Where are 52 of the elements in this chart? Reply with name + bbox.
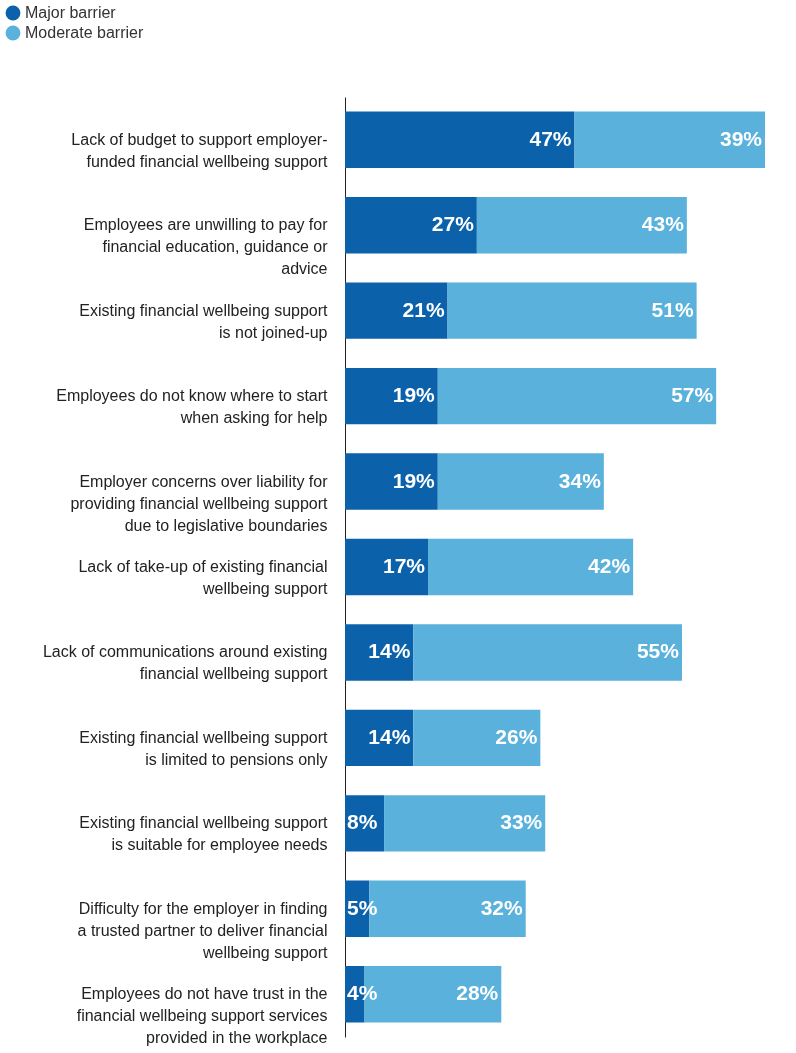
y-tick-label: Existing financial wellbeing support is limited to pensions only xyxy=(79,728,329,768)
y-tick-label: Lack of take-up of existing financial wellbeing support xyxy=(78,558,329,597)
data-label: 51% xyxy=(651,297,694,321)
data-label: 5% xyxy=(347,895,378,919)
y-tick-label: Employees do not know where to start when asking for help xyxy=(56,387,329,427)
legend-label: Major barrier xyxy=(25,4,117,21)
y-tick-label: Existing financial wellbeing support is not joined-up xyxy=(79,301,329,341)
y-tick-label: Lack of budget to support employer-funded financial wellbeing support xyxy=(71,130,329,170)
data-label: 14% xyxy=(368,724,411,748)
data-label: 55% xyxy=(636,639,680,663)
bar xyxy=(413,709,541,767)
data-label: 43% xyxy=(641,212,685,236)
data-label: 42% xyxy=(588,554,631,577)
bar xyxy=(345,538,429,596)
data-label: 28% xyxy=(456,981,499,1005)
data-label: 8% xyxy=(347,810,378,834)
y-tick-label: Employer concerns over liability for providing financial wellbeing support due to legislative boundaries xyxy=(70,472,329,534)
bar xyxy=(437,453,604,510)
data-label: 17% xyxy=(382,554,426,577)
y-tick-label: Employees are unwilling to pay for financial education, guidance or advice xyxy=(83,216,329,278)
y-tick-label: Difficulty for the employer in finding a trusted partner to deliver financial wellbeing support xyxy=(77,899,329,961)
bar xyxy=(345,111,575,168)
bar xyxy=(476,196,687,254)
data-label: 19% xyxy=(392,383,436,407)
data-label: 47% xyxy=(529,126,572,150)
bar xyxy=(345,282,448,339)
bar xyxy=(345,367,438,425)
bar xyxy=(574,111,765,168)
bar xyxy=(345,453,438,510)
data-label: 19% xyxy=(392,468,436,492)
bar xyxy=(384,795,546,852)
data-label: 14% xyxy=(368,639,411,663)
y-tick-label: Lack of communications around existing financial wellbeing support xyxy=(42,643,329,683)
legend-label: Moderate barrier xyxy=(25,24,144,41)
y-tick-label: Employees do not have trust in the financial wellbeing support services provided in the workplace xyxy=(76,985,328,1047)
data-label: 27% xyxy=(431,212,475,236)
data-label: 34% xyxy=(558,468,602,492)
data-label: 39% xyxy=(719,126,763,150)
bar xyxy=(413,624,682,681)
y-tick-label: Existing financial wellbeing support is suitable for employee needs xyxy=(79,814,329,854)
data-label: 4% xyxy=(347,981,378,1005)
data-label: 33% xyxy=(500,810,543,834)
data-label: 21% xyxy=(402,297,445,321)
bar xyxy=(345,624,414,681)
data-label: 26% xyxy=(495,724,538,748)
bar xyxy=(447,282,697,339)
bar xyxy=(345,196,477,254)
data-label: 32% xyxy=(480,895,524,919)
bar xyxy=(428,538,634,596)
data-label: 57% xyxy=(671,383,714,407)
bar xyxy=(345,709,414,767)
bar xyxy=(437,367,717,425)
